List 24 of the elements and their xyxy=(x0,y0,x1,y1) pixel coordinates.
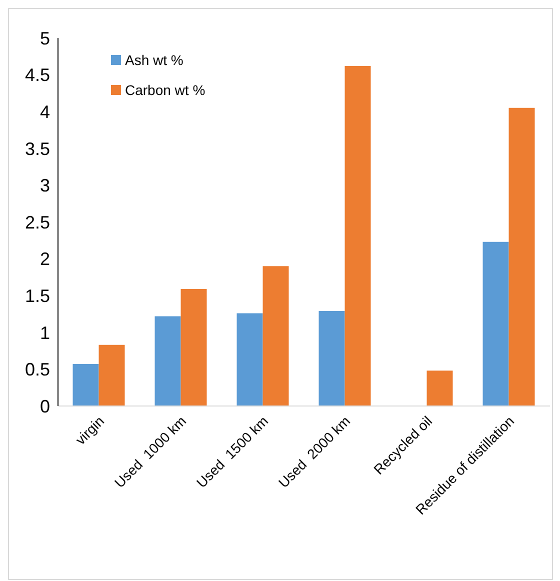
bar xyxy=(318,311,345,406)
y-tick-label: 5 xyxy=(40,28,50,48)
y-tick-label: 4.5 xyxy=(24,65,50,86)
y-tick-label: 2 xyxy=(40,249,50,270)
bar xyxy=(72,364,99,406)
bar xyxy=(154,316,181,406)
y-tick-label: 1 xyxy=(40,322,50,343)
bar xyxy=(508,108,535,406)
bar xyxy=(180,288,207,406)
y-tick-label: 0.5 xyxy=(24,360,50,380)
legend-label: Carbon wt % xyxy=(125,82,206,98)
bar xyxy=(426,370,453,406)
bar xyxy=(344,66,371,406)
y-tick-label: 4 xyxy=(40,102,50,122)
bar xyxy=(236,313,263,406)
y-tick-label: 0 xyxy=(40,396,50,416)
bar xyxy=(482,242,509,406)
y-tick-label: 2.5 xyxy=(24,212,50,232)
y-tick-label: 1.5 xyxy=(24,286,50,306)
legend-label: Ash wt % xyxy=(125,52,184,68)
bar xyxy=(98,344,125,406)
bar xyxy=(262,266,289,406)
y-tick-label: 3 xyxy=(40,176,50,196)
y-tick-label: 3.5 xyxy=(24,138,50,159)
